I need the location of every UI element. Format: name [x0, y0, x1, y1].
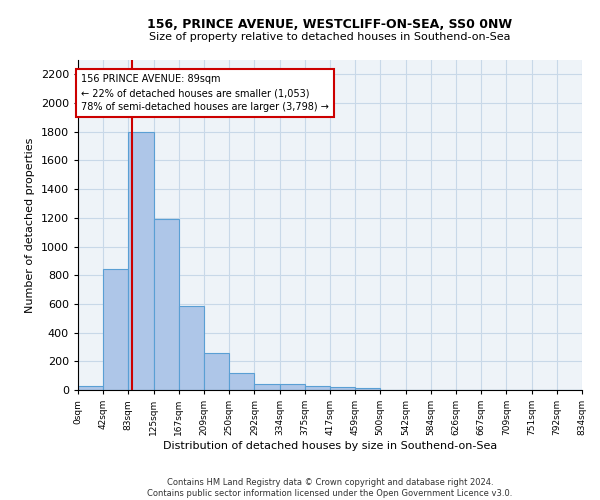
Y-axis label: Number of detached properties: Number of detached properties	[25, 138, 35, 312]
Bar	[205, 354, 229, 390]
X-axis label: Distribution of detached houses by size in Southend-on-Sea: Distribution of detached houses by size …	[163, 441, 497, 451]
Bar	[179, 306, 205, 390]
Bar	[280, 384, 305, 390]
Bar	[78, 386, 103, 390]
Bar	[154, 218, 179, 390]
Text: Contains HM Land Registry data © Crown copyright and database right 2024.
Contai: Contains HM Land Registry data © Crown c…	[148, 478, 512, 498]
Bar	[305, 386, 330, 390]
Text: 156 PRINCE AVENUE: 89sqm
← 22% of detached houses are smaller (1,053)
78% of sem: 156 PRINCE AVENUE: 89sqm ← 22% of detach…	[81, 74, 329, 112]
Bar	[254, 384, 280, 390]
Bar	[229, 373, 254, 390]
Bar	[355, 388, 380, 390]
Bar	[330, 387, 355, 390]
Text: 156, PRINCE AVENUE, WESTCLIFF-ON-SEA, SS0 0NW: 156, PRINCE AVENUE, WESTCLIFF-ON-SEA, SS…	[148, 18, 512, 30]
Bar	[103, 270, 128, 390]
Bar	[128, 132, 154, 390]
Text: Size of property relative to detached houses in Southend-on-Sea: Size of property relative to detached ho…	[149, 32, 511, 42]
